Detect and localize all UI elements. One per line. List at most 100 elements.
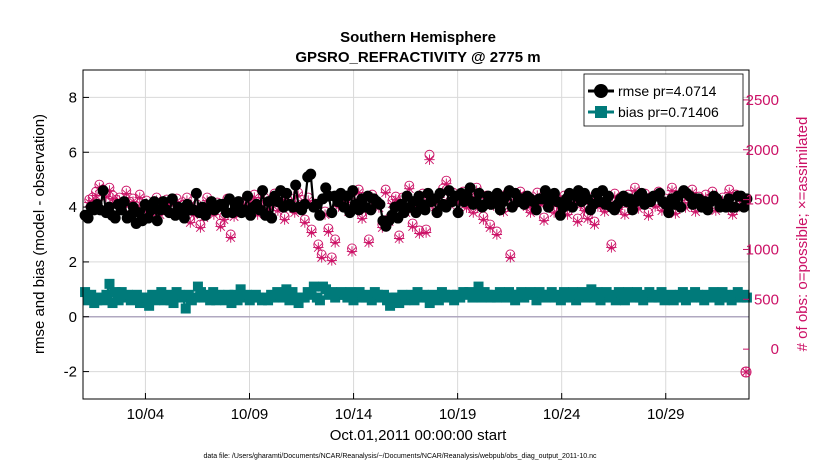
bias-marker [516, 287, 527, 298]
bias-marker [205, 295, 216, 306]
y-right-axis-ticks: 0 500 1000 1500 2000 2500 [743, 92, 779, 358]
bias-marker [592, 287, 603, 298]
y-right-tick-label: 0 [771, 341, 779, 358]
rmse-marker [344, 207, 356, 219]
obs-assimilated-marker [582, 213, 593, 224]
rmse-marker [491, 187, 503, 199]
bias-marker [568, 287, 579, 298]
obs-assimilated-marker [491, 229, 503, 240]
rmse-marker [151, 215, 163, 227]
rmse-marker [603, 190, 615, 202]
obs-assimilated-marker [323, 226, 334, 237]
obs-assimilated-marker [420, 227, 432, 238]
bias-marker [162, 289, 173, 300]
legend: rmse pr=4.0714 bias pr=0.71406 [583, 73, 744, 127]
bias-marker [235, 284, 246, 295]
obs-assimilated-marker [633, 203, 644, 214]
bias-marker [189, 292, 200, 303]
bias-marker [345, 287, 356, 298]
bias-marker [110, 287, 121, 298]
obs-assimilated-marker [461, 202, 472, 213]
obs-assimilated-marker [185, 217, 196, 228]
obs-assimilated-marker [468, 207, 479, 218]
bias-marker [153, 292, 164, 303]
obs-assimilated-marker [505, 252, 516, 263]
bias-marker [287, 287, 298, 298]
bias-marker [308, 281, 319, 292]
bias-marker [473, 281, 484, 292]
obs-assimilated-marker [346, 246, 358, 257]
obs-assimilated-marker [643, 210, 654, 221]
y-right-axis-label: # of obs: o=possible; ×=assimilated [794, 117, 811, 352]
bias-marker [610, 295, 621, 306]
bias-marker [131, 289, 142, 300]
bias-marker [726, 295, 737, 306]
bias-marker [714, 295, 725, 306]
bias-marker [412, 287, 423, 298]
bias-marker [293, 298, 304, 309]
bias-marker [144, 300, 155, 311]
bias-marker [507, 289, 518, 300]
bias-marker [607, 289, 618, 300]
bias-marker [263, 295, 274, 306]
rmse-marker [663, 207, 675, 219]
y-tick-label: 6 [69, 144, 77, 161]
bias-marker [101, 289, 112, 300]
rmse-marker [290, 179, 302, 191]
bias-marker [104, 278, 115, 289]
bias-marker [619, 295, 630, 306]
rmse-marker [347, 185, 359, 197]
bias-marker [378, 289, 389, 300]
x-tick-label: 10/19 [439, 406, 477, 423]
obs-assimilated-marker [390, 194, 401, 205]
bias-marker [409, 295, 420, 306]
bias-marker [354, 287, 365, 298]
rmse-marker [305, 168, 317, 180]
bias-marker [98, 295, 109, 306]
bias-marker [629, 292, 640, 303]
bias-marker [385, 300, 396, 311]
bias-marker [644, 287, 655, 298]
bias-marker [491, 292, 502, 303]
obs-assimilated-marker [393, 233, 405, 244]
bias-marker [476, 292, 487, 303]
obs-assimilated-marker [316, 252, 327, 263]
rmse-marker [464, 182, 476, 194]
rmse-marker [166, 193, 178, 205]
rmse-marker [431, 207, 443, 219]
rmse-marker [233, 196, 245, 208]
bias-marker [699, 295, 710, 306]
bias-marker [195, 287, 206, 298]
bias-marker [455, 292, 466, 303]
bias-marker [382, 295, 393, 306]
rmse-marker [178, 212, 190, 224]
bias-marker [177, 292, 188, 303]
rmse-marker [539, 185, 551, 197]
bias-marker [366, 295, 377, 306]
obs-assimilated-marker [589, 219, 600, 230]
bias-marker [677, 287, 688, 298]
bias-marker [464, 287, 475, 298]
obs-assimilated-marker [407, 221, 418, 232]
bias-marker [552, 289, 563, 300]
obs-assimilated-marker [249, 192, 260, 203]
bias-marker [653, 292, 664, 303]
bias-series [80, 278, 752, 314]
bias-marker [147, 289, 158, 300]
obs-assimilated-marker [538, 215, 550, 226]
bias-marker [555, 295, 566, 306]
obs-assimilated-marker [599, 206, 610, 217]
rmse-marker [190, 187, 202, 199]
legend-bias-marker [595, 106, 607, 118]
obs-assimilated-marker [356, 213, 368, 224]
x-tick-label: 10/29 [647, 406, 685, 423]
bias-marker [705, 292, 716, 303]
rmse-marker [299, 198, 311, 210]
bias-marker [202, 289, 213, 300]
bias-marker [180, 303, 191, 314]
bias-marker [528, 289, 539, 300]
obs-assimilated-marker [363, 237, 375, 248]
obs-assimilated-marker [619, 209, 631, 220]
bias-marker [269, 292, 280, 303]
